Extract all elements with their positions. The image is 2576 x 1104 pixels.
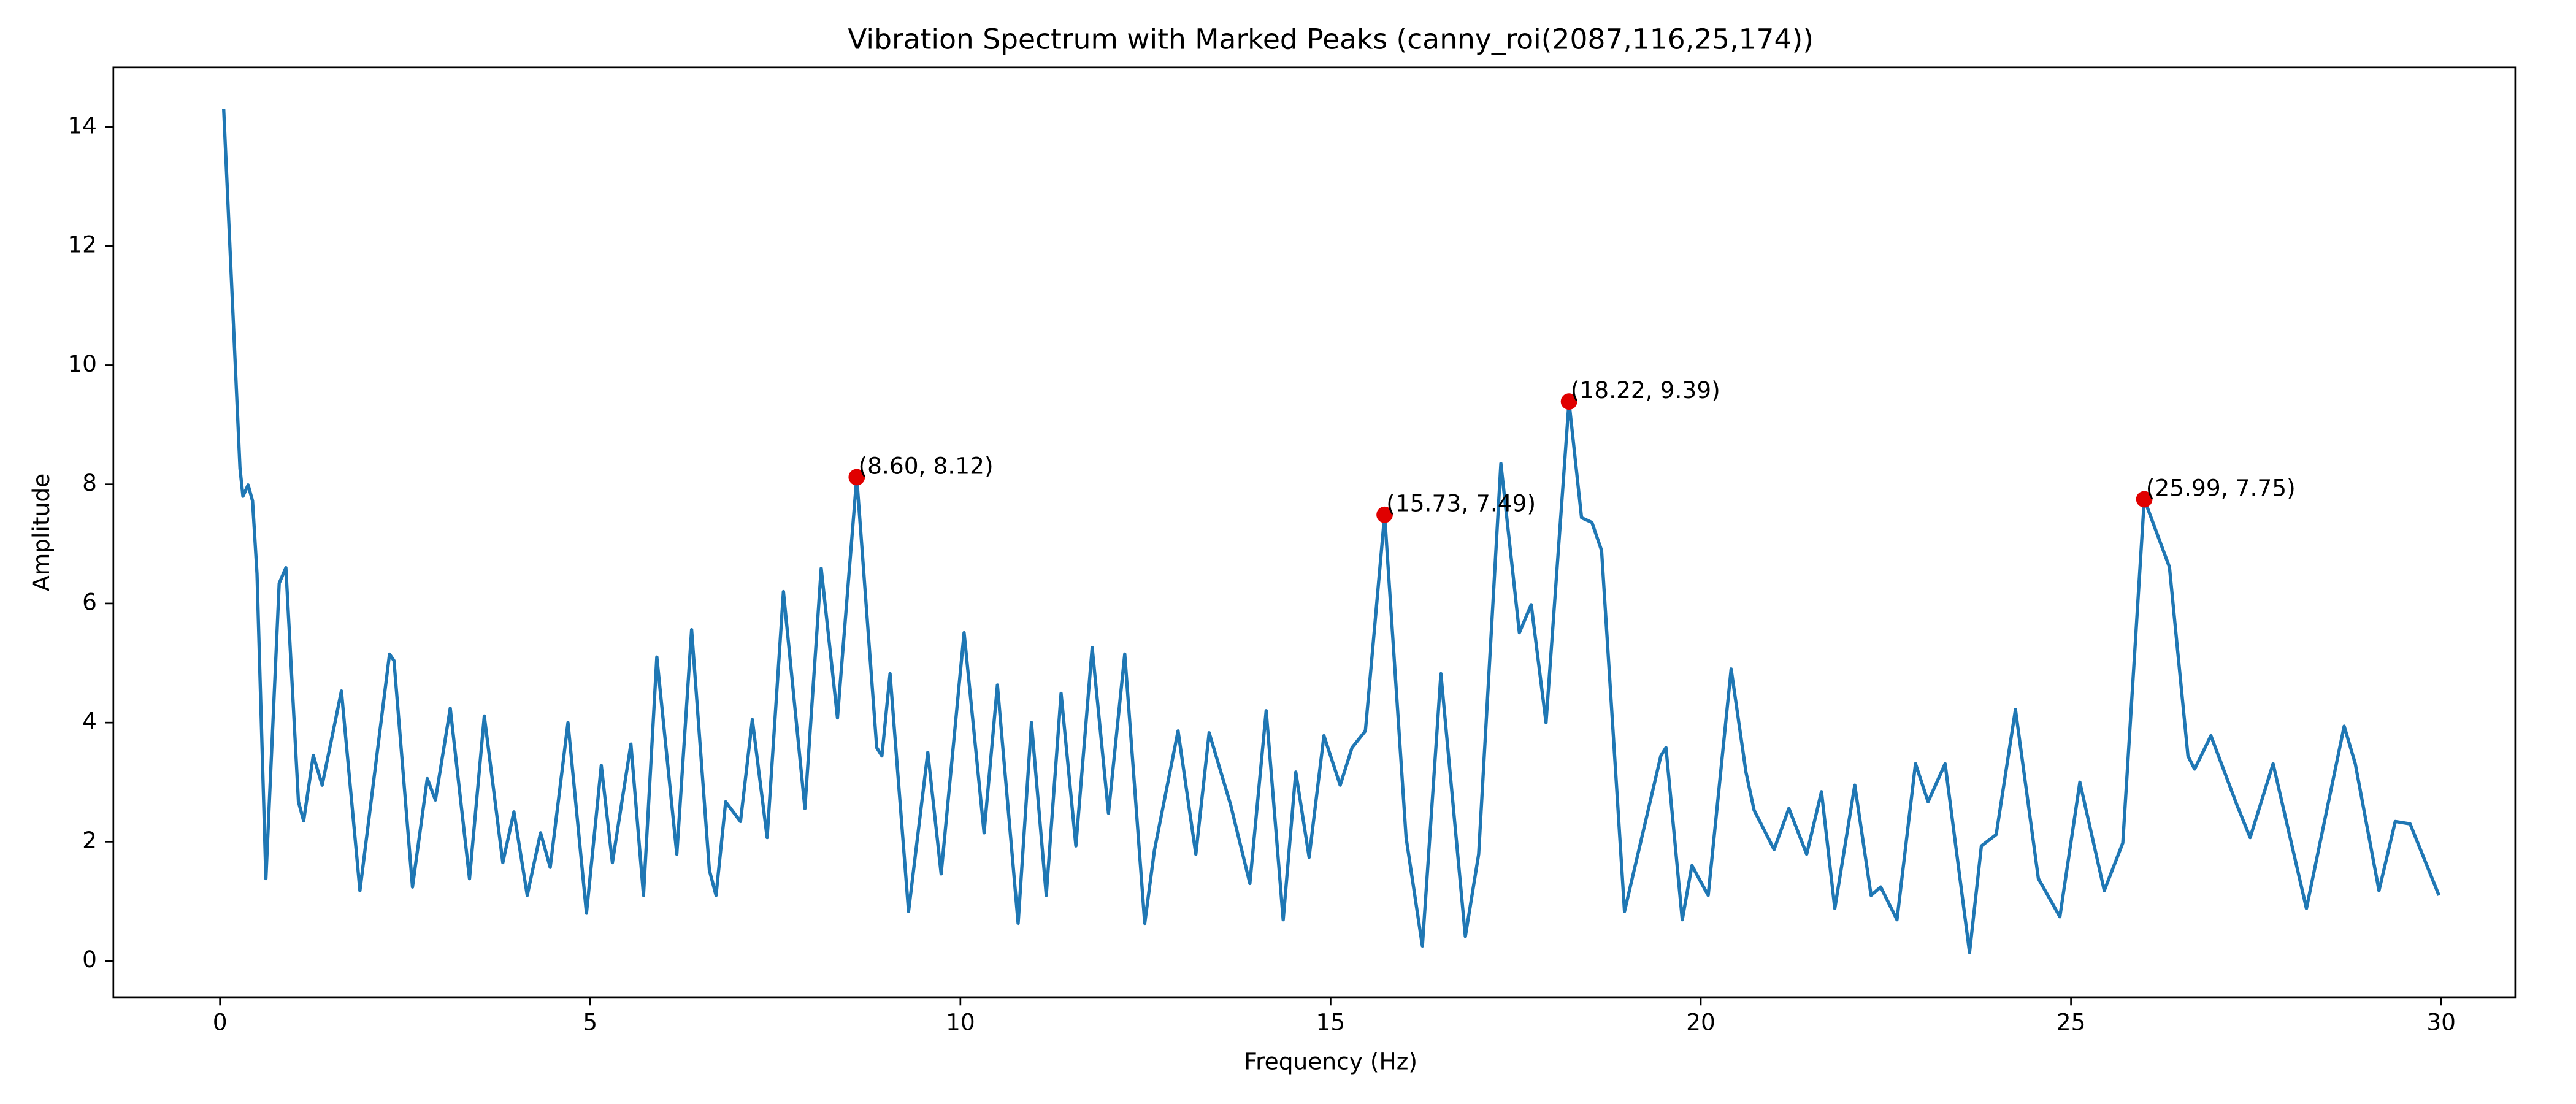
x-axis-label: Frequency (Hz): [1244, 1048, 1417, 1075]
peak-label: (8.60, 8.12): [859, 452, 994, 479]
peak-marker: [848, 469, 865, 486]
spectrum-line: [222, 109, 2441, 954]
x-tick-label: 20: [1686, 1008, 1715, 1035]
x-tick-label: 30: [2426, 1008, 2456, 1035]
y-tick-label: 2: [82, 827, 97, 854]
x-tick-label: 10: [946, 1008, 975, 1035]
x-tick-label: 0: [213, 1008, 228, 1035]
plot-frame: [112, 66, 2517, 999]
y-axis-label: Amplitude: [28, 473, 55, 591]
peak-label: (18.22, 9.39): [1571, 377, 1720, 404]
x-tick-label: 25: [2057, 1008, 2086, 1035]
y-tick-label: 0: [82, 946, 97, 973]
y-tick-label: 8: [82, 469, 97, 496]
y-tick-label: 10: [67, 350, 97, 377]
peak-label: (15.73, 7.49): [1386, 490, 1536, 517]
y-tick-label: 12: [67, 231, 97, 258]
chart-title: Vibration Spectrum with Marked Peaks (ca…: [848, 23, 1814, 55]
y-tick-label: 14: [67, 112, 97, 139]
x-tick-label: 5: [583, 1008, 597, 1035]
peak-marker: [1376, 506, 1393, 523]
peak-marker: [2136, 491, 2153, 508]
y-tick-label: 6: [82, 588, 97, 615]
peak-marker: [1560, 393, 1577, 410]
peak-label: (25.99, 7.75): [2146, 474, 2296, 501]
x-tick-label: 15: [1316, 1008, 1346, 1035]
y-tick-label: 4: [82, 708, 97, 735]
